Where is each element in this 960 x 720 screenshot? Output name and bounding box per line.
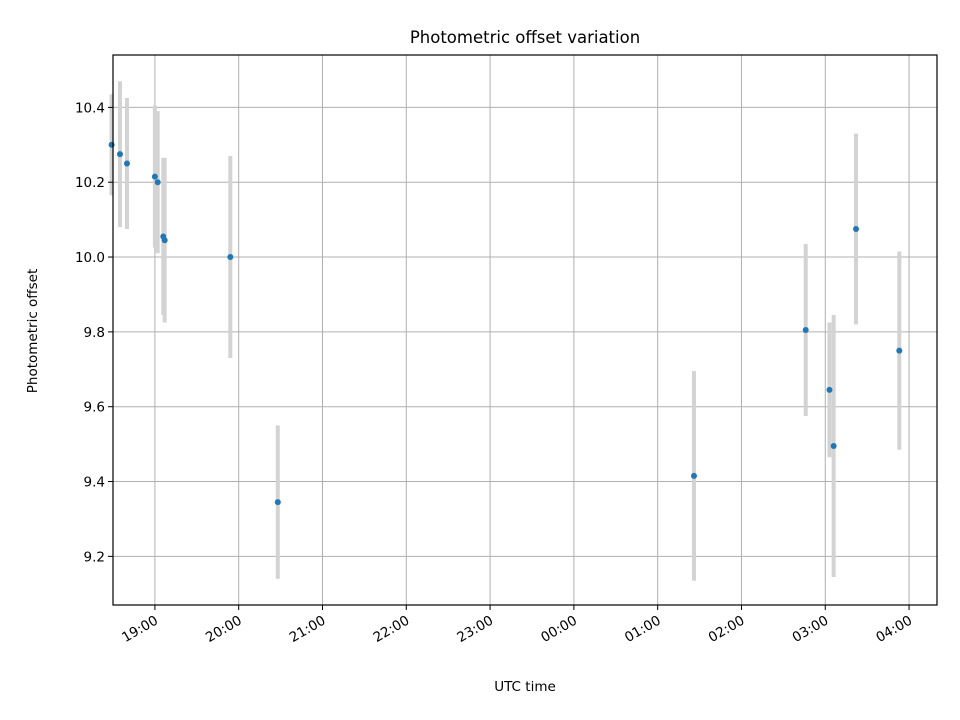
data-point	[830, 442, 837, 449]
data-point	[227, 254, 234, 261]
y-tick-label: 9.2	[84, 549, 105, 565]
data-point	[123, 160, 130, 167]
data-point	[802, 327, 809, 333]
data-point	[154, 179, 161, 186]
y-tick-label: 9.4	[84, 475, 105, 491]
y-tick-label: 10.2	[75, 175, 105, 191]
data-point	[161, 237, 168, 244]
y-tick-label: 10.0	[75, 250, 105, 266]
chart-title: Photometric offset variation	[410, 28, 640, 47]
data-point	[274, 499, 281, 506]
data-point	[116, 151, 123, 158]
data-point	[896, 347, 903, 354]
y-axis-label: Photometric offset	[25, 269, 41, 393]
data-point	[826, 386, 833, 393]
data-point	[852, 225, 859, 232]
plot-frame	[112, 54, 938, 606]
y-tick-label: 9.6	[84, 400, 105, 416]
data-point	[151, 173, 158, 180]
data-point	[108, 141, 115, 148]
y-tick-label: 10.4	[75, 100, 105, 116]
x-axis-label: UTC time	[494, 679, 556, 695]
y-tick-label: 9.8	[84, 325, 105, 341]
grid	[113, 55, 937, 605]
data-point	[690, 472, 697, 479]
y-axis-ticks: 9.2 9.4 9.6 9.8 10.0 10.2 10.4	[75, 100, 113, 565]
